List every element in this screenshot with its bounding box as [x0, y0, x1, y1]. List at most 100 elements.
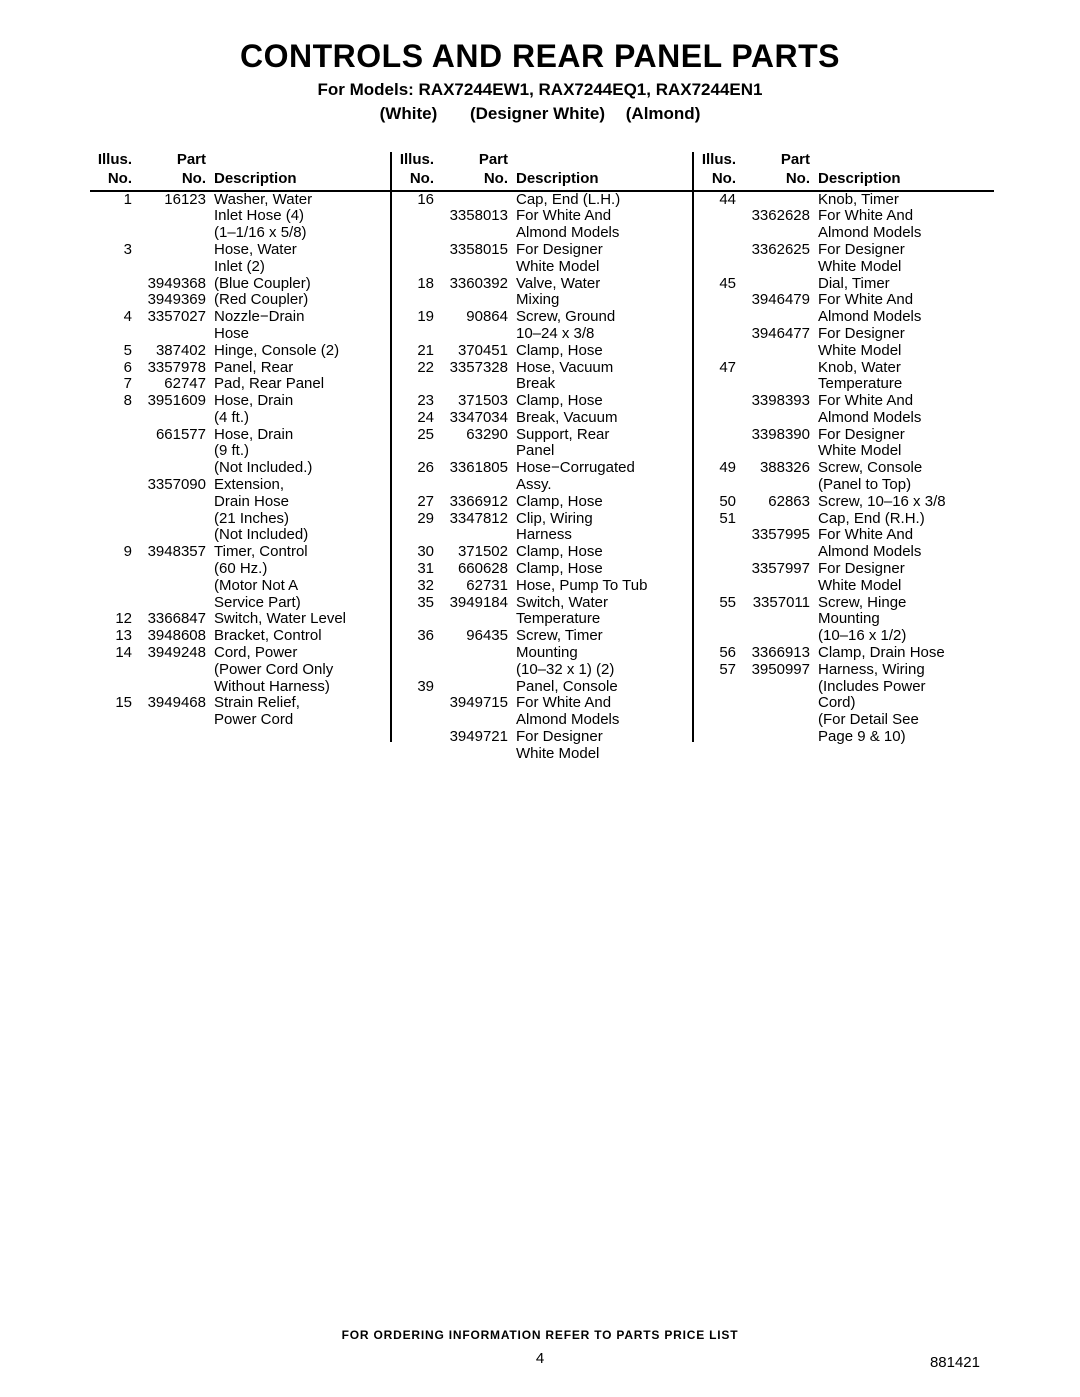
description-cell: Clamp, Hose: [512, 544, 692, 561]
part-no-cell: [138, 595, 210, 612]
illus-no-cell: [694, 443, 742, 460]
table-row: Temperature: [694, 376, 994, 393]
description-cell: (Not Included.): [210, 460, 390, 477]
table-row: 49388326Screw, Console: [694, 460, 994, 477]
description-cell: (60 Hz.): [210, 561, 390, 578]
table-row: 3357997For Designer: [694, 561, 994, 578]
description-cell: Almond Models: [512, 712, 692, 729]
description-cell: Assy.: [512, 477, 692, 494]
part-no-cell: [138, 225, 210, 242]
table-row: 47Knob, Water: [694, 360, 994, 377]
illus-no-cell: [392, 326, 440, 343]
part-no-cell: [742, 259, 814, 276]
table-row: 263361805Hose−Corrugated: [392, 460, 692, 477]
description-cell: Washer, Water: [210, 192, 390, 209]
description-cell: (Red Coupler): [210, 292, 390, 309]
description-cell: Extension,: [210, 477, 390, 494]
part-no-cell: [138, 527, 210, 544]
illus-no-cell: 50: [694, 494, 742, 511]
illus-no-cell: [392, 712, 440, 729]
illus-no-cell: [90, 326, 138, 343]
part-no-cell: [138, 494, 210, 511]
header-desc: Description: [210, 171, 390, 190]
part-no-cell: [742, 611, 814, 628]
illus-no-cell: 9: [90, 544, 138, 561]
illus-no-cell: 47: [694, 360, 742, 377]
part-no-cell: 3357978: [138, 360, 210, 377]
parts-table-1: Illus. Part No. No. Description 116123Wa…: [90, 152, 390, 729]
part-no-cell: [440, 376, 512, 393]
table-row: Mounting: [694, 611, 994, 628]
illus-no-cell: [90, 460, 138, 477]
table-row: 3949368(Blue Coupler): [90, 276, 390, 293]
description-cell: Almond Models: [814, 544, 994, 561]
description-cell: Mounting: [512, 645, 692, 662]
description-cell: Hose, Water: [210, 242, 390, 259]
table-row: 353949184Switch, Water: [392, 595, 692, 612]
table-row: White Model: [392, 746, 692, 763]
illus-no-cell: [694, 527, 742, 544]
table-row: Page 9 & 10): [694, 729, 994, 746]
illus-no-cell: 45: [694, 276, 742, 293]
illus-no-cell: 4: [90, 309, 138, 326]
table-row: White Model: [694, 259, 994, 276]
part-no-cell: 3362625: [742, 242, 814, 259]
table-row: 143949248Cord, Power: [90, 645, 390, 662]
illus-no-cell: 36: [392, 628, 440, 645]
table-body-2: 16Cap, End (L.H.)3358013For White AndAlm…: [392, 192, 692, 763]
description-cell: Clamp, Hose: [512, 343, 692, 360]
illus-no-cell: [90, 662, 138, 679]
part-no-cell: [440, 712, 512, 729]
part-no-cell: 3946479: [742, 292, 814, 309]
description-cell: For White And: [814, 208, 994, 225]
description-cell: (10–32 x 1) (2): [512, 662, 692, 679]
description-cell: Cord): [814, 695, 994, 712]
description-cell: For Designer: [814, 427, 994, 444]
table-header: Illus. Part No. No. Description: [694, 152, 994, 192]
description-cell: Screw, Ground: [512, 309, 692, 326]
table-row: 3262731Hose, Pump To Tub: [392, 578, 692, 595]
illus-no-cell: [392, 376, 440, 393]
part-no-cell: 96435: [440, 628, 512, 645]
part-no-cell: [440, 443, 512, 460]
description-cell: Panel: [512, 443, 692, 460]
header-desc: Description: [512, 171, 692, 190]
description-cell: White Model: [814, 578, 994, 595]
description-cell: (Not Included): [210, 527, 390, 544]
table-row: Mounting: [392, 645, 692, 662]
table-row: 10–24 x 3/8: [392, 326, 692, 343]
table-row: 243347034Break, Vacuum: [392, 410, 692, 427]
part-no-cell: [742, 410, 814, 427]
table-row: 661577Hose, Drain: [90, 427, 390, 444]
description-cell: For White And: [512, 208, 692, 225]
table-row: White Model: [694, 343, 994, 360]
part-no-cell: 387402: [138, 343, 210, 360]
part-no-cell: [742, 192, 814, 209]
part-no-cell: 371503: [440, 393, 512, 410]
part-no-cell: 3358013: [440, 208, 512, 225]
description-cell: Mounting: [814, 611, 994, 628]
description-cell: Screw, Console: [814, 460, 994, 477]
part-no-cell: [742, 376, 814, 393]
description-cell: Strain Relief,: [210, 695, 390, 712]
illus-no-cell: 19: [392, 309, 440, 326]
part-no-cell: [742, 360, 814, 377]
part-no-cell: 3362628: [742, 208, 814, 225]
table-row: Almond Models: [694, 225, 994, 242]
table-row: Break: [392, 376, 692, 393]
table-row: (Power Cord Only: [90, 662, 390, 679]
illus-no-cell: [694, 544, 742, 561]
illus-no-cell: 56: [694, 645, 742, 662]
table-row: 51Cap, End (R.H.): [694, 511, 994, 528]
table-row: 762747Pad, Rear Panel: [90, 376, 390, 393]
illus-no-cell: [694, 578, 742, 595]
description-cell: Pad, Rear Panel: [210, 376, 390, 393]
description-cell: Panel, Console: [512, 679, 692, 696]
part-no-cell: [742, 343, 814, 360]
illus-no-cell: [90, 527, 138, 544]
table-row: Harness: [392, 527, 692, 544]
part-no-cell: 3949468: [138, 695, 210, 712]
part-no-cell: 3357027: [138, 309, 210, 326]
part-no-cell: [138, 443, 210, 460]
illus-no-cell: [90, 443, 138, 460]
